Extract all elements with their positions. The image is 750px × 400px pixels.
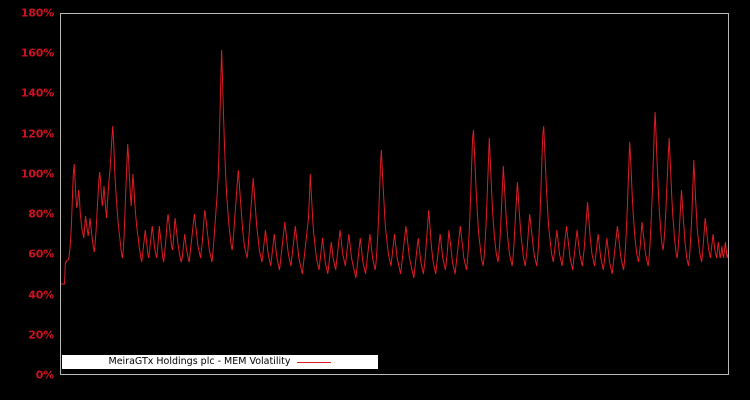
y-tick-label-40: 40% [28,288,54,302]
y-tick-label-80: 80% [28,207,54,221]
y-tick-label-140: 140% [20,86,54,100]
y-tick-label-100: 100% [20,167,54,181]
y-tick-label-180: 180% [20,6,54,20]
volatility-series-line [61,49,728,285]
legend-line-swatch [297,361,332,363]
y-tick-label-60: 60% [28,247,54,261]
y-tick-label-20: 20% [28,328,54,342]
y-tick-label-0: 0% [35,368,54,382]
y-tick-label-160: 160% [20,46,54,60]
plot-area [60,13,729,375]
legend-label: MeiraGTx Holdings plc - MEM Volatility [108,356,291,368]
y-tick-label-120: 120% [20,127,54,141]
chart-legend: MeiraGTx Holdings plc - MEM Volatility [62,355,378,369]
